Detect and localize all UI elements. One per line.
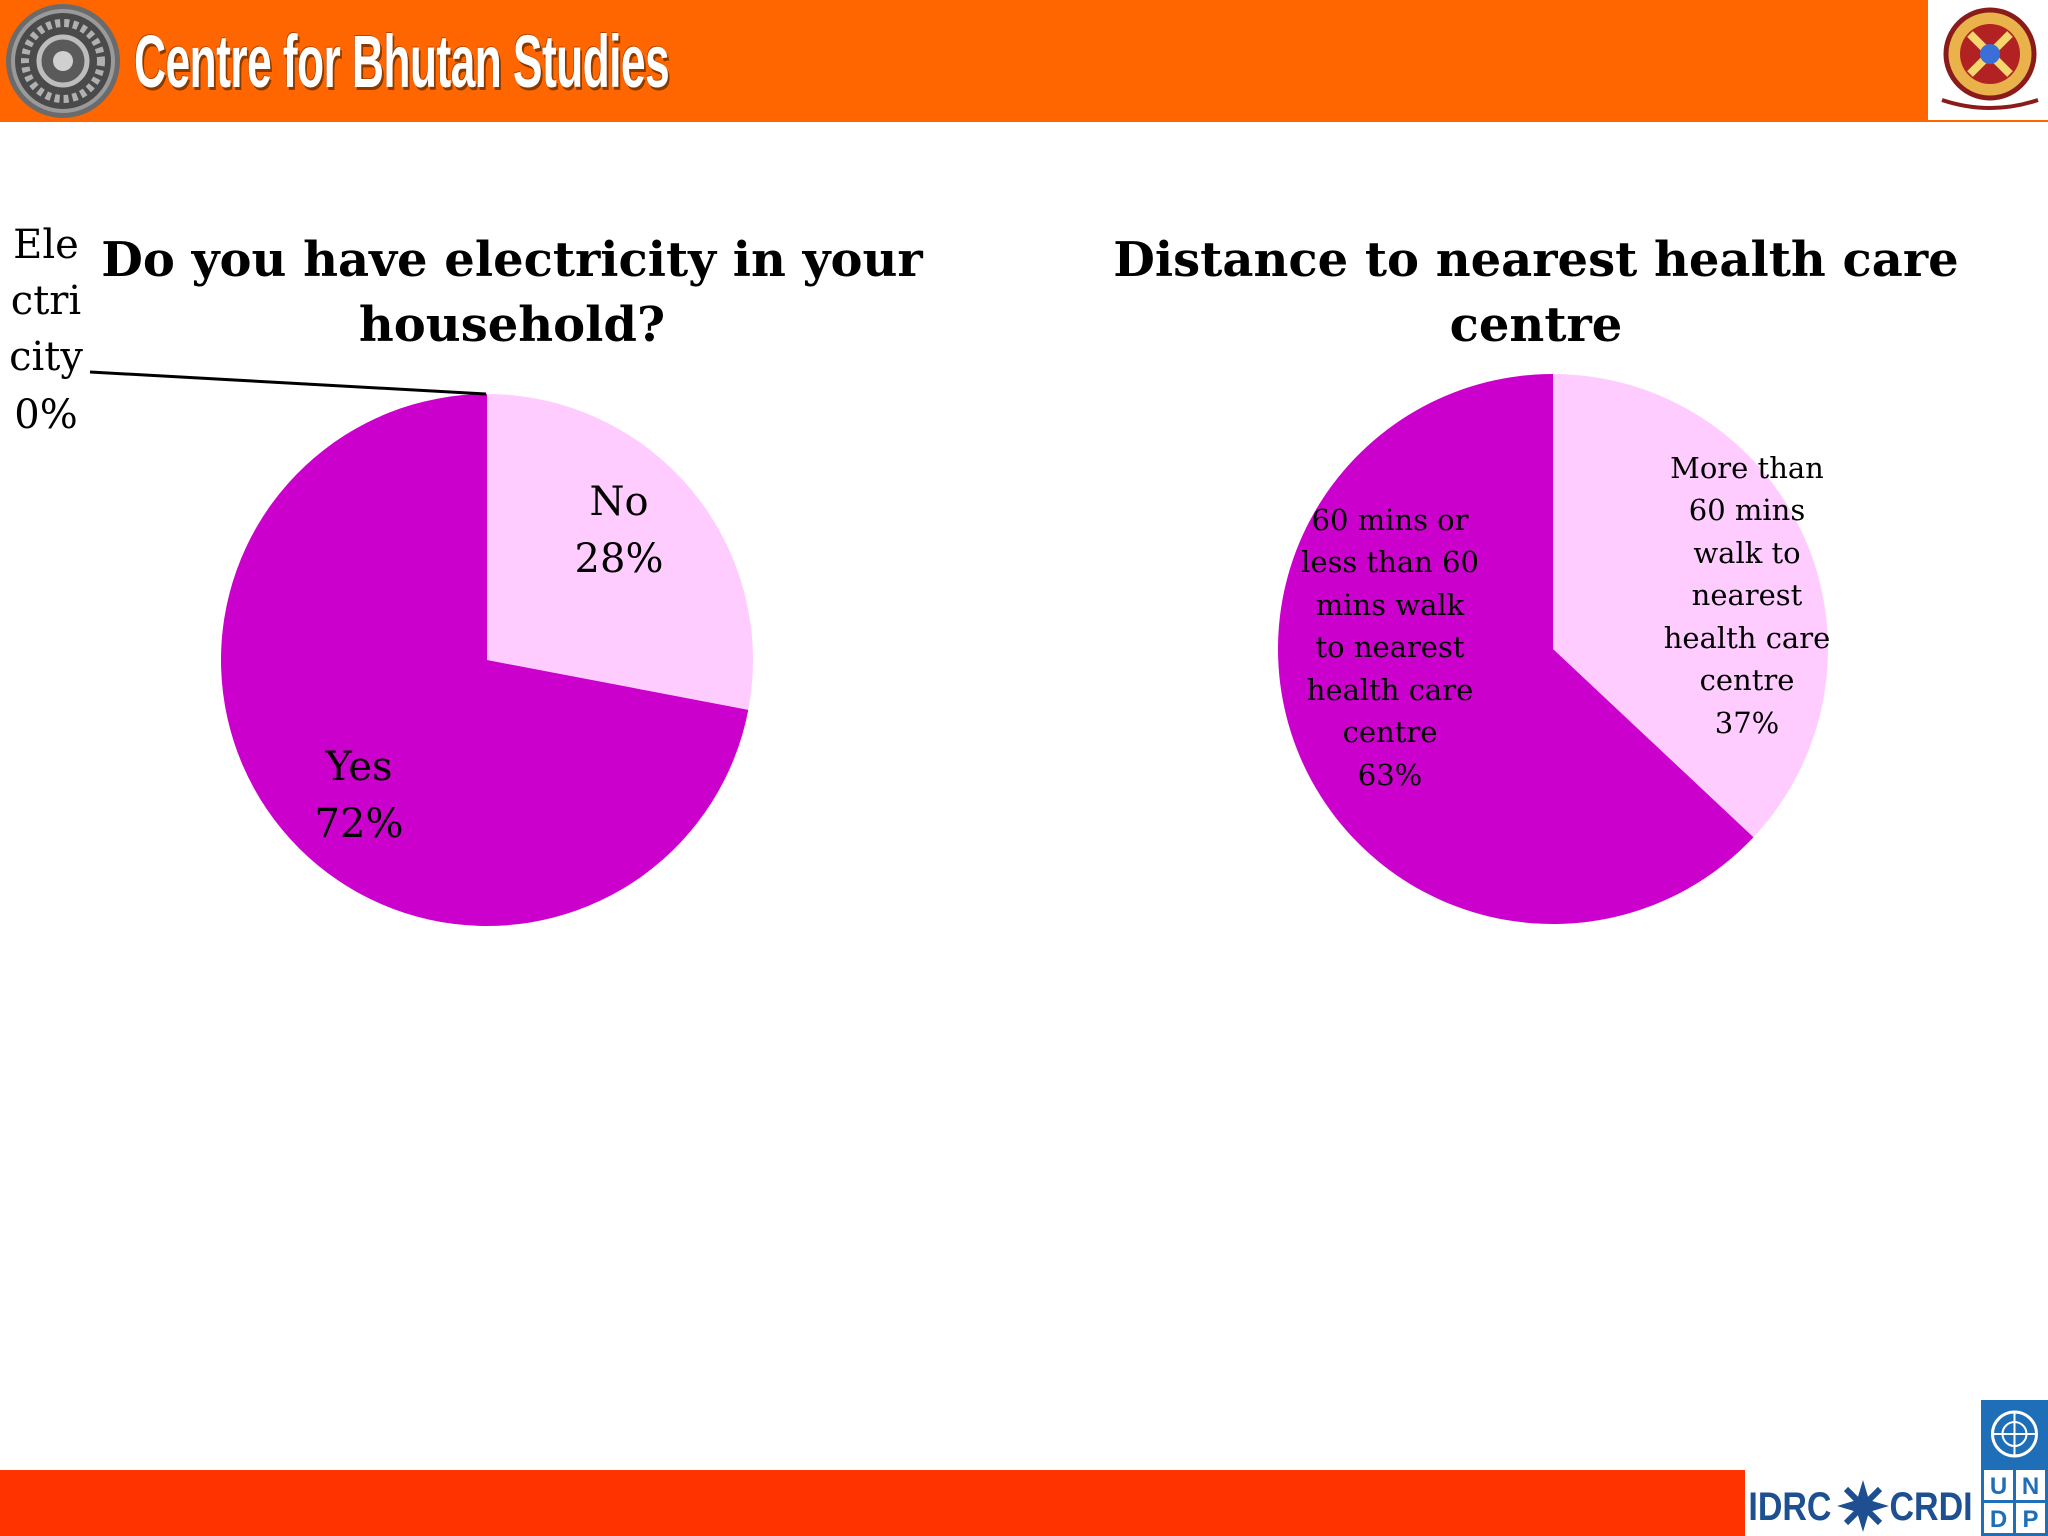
- slice-label-more-line-6: centre: [1700, 663, 1795, 697]
- callout-label-line-2: ctri: [11, 278, 81, 324]
- callout-label-line-1: Ele: [13, 222, 79, 268]
- slice-label-yes: Yes: [324, 744, 392, 790]
- slice-pct-no: 28%: [575, 536, 664, 582]
- health-distance-pie-slice-2: [1278, 374, 1754, 924]
- footer-bar: [0, 1470, 1745, 1536]
- slice-label-less-line-3: mins walk: [1316, 588, 1465, 622]
- slice-pct-60-or-less: 63%: [1358, 758, 1422, 792]
- slice-label-more-line-1: More than: [1670, 451, 1824, 485]
- electricity-pie-chart: Do you have electricity in your househol…: [9, 222, 923, 926]
- dharma-wheel-logo-icon: [6, 4, 120, 118]
- header-title: Centre for Bhutan Studies: [134, 20, 670, 103]
- idrc-crdi-logo: IDRC CRDI: [1745, 1470, 1981, 1536]
- header-bar: Centre for Bhutan Studies: [0, 0, 2048, 122]
- slice-label-more-line-2: 60 mins: [1689, 493, 1805, 527]
- undp-letter-p: P: [2022, 1506, 2038, 1533]
- callout-leader-line: [89, 370, 487, 396]
- chart-1-title-line-2: household?: [359, 297, 665, 353]
- idrc-star-icon: [1837, 1480, 1889, 1532]
- slice-label-no: No: [589, 479, 648, 525]
- undp-letter-n: N: [2022, 1473, 2039, 1500]
- slice-label-more-line-5: health care: [1664, 621, 1831, 655]
- chart-2-title-line-2: centre: [1450, 297, 1623, 353]
- electricity-pie-slice-2: [220, 394, 749, 926]
- electricity-pie-slice-1: [487, 394, 753, 710]
- un-emblem-icon: [1991, 1410, 2038, 1458]
- slice-label-less-line-6: centre: [1343, 715, 1438, 749]
- bhutan-emblem-icon: [1928, 0, 2048, 120]
- chart-2-title-line-1: Distance to nearest health care: [1113, 232, 1958, 288]
- callout-pct: 0%: [14, 392, 77, 438]
- slice-pct-more-than-60: 37%: [1715, 706, 1779, 740]
- undp-letter-d: D: [1990, 1506, 2007, 1533]
- chart-1-title-line-1: Do you have electricity in your: [101, 232, 923, 288]
- slice-label-more-line-4: nearest: [1692, 578, 1803, 612]
- slice-label-less-line-4: to nearest: [1315, 630, 1464, 664]
- undp-logo: U N D P: [1981, 1400, 2048, 1536]
- slice-label-less-line-5: health care: [1307, 673, 1474, 707]
- health-distance-pie-slice-1: [1553, 374, 1828, 838]
- slice-label-more-than-60: More than 60 mins walk to nearest health…: [1664, 451, 1831, 740]
- crdi-text: CRDI: [1890, 1483, 1973, 1528]
- slice-pct-yes: 72%: [315, 801, 404, 847]
- undp-letter-u: U: [1990, 1473, 2007, 1500]
- slice-label-less-line-1: 60 mins or: [1312, 503, 1469, 537]
- health-distance-pie-chart: Distance to nearest health care centre M…: [1113, 232, 1959, 924]
- slice-label-less-line-2: less than 60: [1301, 545, 1479, 579]
- slice-label-more-line-3: walk to: [1693, 536, 1800, 570]
- slice-label-60-or-less: 60 mins or less than 60 mins walk to nea…: [1301, 503, 1479, 792]
- idrc-text: IDRC: [1748, 1483, 1831, 1528]
- callout-label-line-3: city: [9, 334, 83, 380]
